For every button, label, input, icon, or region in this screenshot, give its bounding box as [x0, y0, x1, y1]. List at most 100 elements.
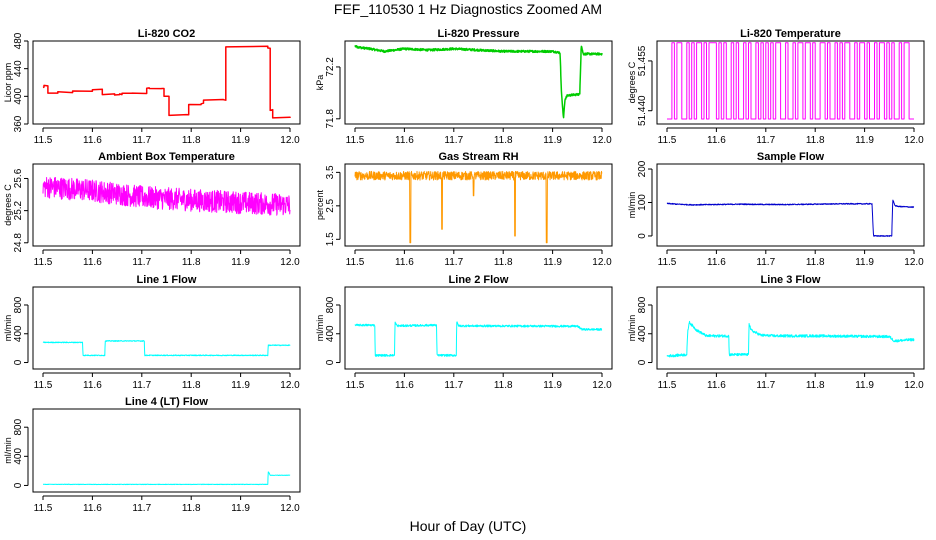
x-tick-label: 11.5: [658, 257, 677, 268]
x-tick-label: 11.8: [182, 135, 201, 146]
y-tick-label: 0: [325, 359, 336, 365]
panel-p6: Sample Flow 11.5 11.6 11.7 11.8 11.9 12.0 0 100 2…: [627, 151, 925, 268]
y-tick-label: 0: [637, 359, 648, 365]
x-tick-label: 11.9: [543, 257, 562, 268]
panel-p8: Line 2 Flow 11.5 11.6 11.7 11.8 11.9 12.0 0 400 8…: [315, 274, 613, 391]
x-tick-label: 11.8: [806, 257, 825, 268]
y-tick-label: 400: [13, 88, 24, 105]
x-tick-label: 11.7: [756, 257, 775, 268]
x-tick-label: 11.8: [182, 257, 201, 268]
y-tick-label: 25.6: [13, 168, 24, 188]
x-tick-label: 11.5: [34, 135, 53, 146]
x-tick-label: 11.8: [494, 257, 513, 268]
x-tick-label: 12.0: [280, 135, 300, 146]
x-tick-label: 11.7: [132, 135, 151, 146]
x-tick-label: 11.5: [34, 380, 53, 391]
x-tick-label: 11.7: [756, 135, 775, 146]
y-axis-label: ml/min: [315, 315, 325, 342]
x-tick-label: 11.5: [34, 503, 53, 514]
panel-grid: Li-820 CO2 11.5 11.6 11.7 11.8 11.9 12.0 360 400…: [3, 28, 925, 514]
y-tick-label: 800: [325, 296, 336, 313]
y-tick-label: 400: [13, 325, 24, 342]
panel-title: Line 3 Flow: [761, 274, 821, 286]
y-tick-label: 72.2: [325, 57, 336, 77]
panel-title: Gas Stream RH: [438, 151, 518, 163]
x-tick-label: 11.9: [543, 135, 562, 146]
plot-frame: [344, 286, 613, 370]
x-tick-label: 11.9: [231, 135, 250, 146]
x-tick-label: 11.9: [855, 380, 874, 391]
plot-frame: [32, 40, 301, 125]
y-axis-label: ml/min: [627, 192, 637, 219]
panel-title: Line 1 Flow: [137, 274, 197, 286]
y-tick-label: 100: [637, 194, 648, 211]
x-tick-label: 11.8: [182, 503, 201, 514]
panel-title: Line 4 (LT) Flow: [125, 396, 208, 408]
figure-title: FEF_110530 1 Hz Diagnostics Zoomed AM: [334, 1, 602, 17]
x-tick-label: 11.5: [346, 257, 365, 268]
y-tick-label: 71.8: [325, 109, 336, 129]
x-tick-label: 11.5: [658, 135, 677, 146]
x-tick-label: 11.8: [806, 135, 825, 146]
x-tick-label: 11.8: [182, 380, 201, 391]
panel-p2: Li-820 Pressure 11.5 11.6 11.7 11.8 11.9 12.0 7…: [315, 28, 613, 146]
y-axis-label: kPa: [315, 75, 325, 91]
panel-title: Line 2 Flow: [449, 274, 509, 286]
x-tick-label: 12.0: [904, 380, 924, 391]
x-tick-label: 11.6: [707, 257, 726, 268]
x-axis-label: Hour of Day (UTC): [410, 518, 527, 534]
panel-title: Li-820 Temperature: [740, 28, 841, 40]
panel-title: Ambient Box Temperature: [98, 151, 235, 163]
x-tick-label: 11.7: [132, 503, 151, 514]
panel-title: Li-820 Pressure: [438, 28, 520, 40]
panel-p3: Li-820 Temperature 11.5 11.6 11.7 11.8 11.9 12…: [627, 28, 925, 146]
y-tick-label: 51.455: [637, 45, 648, 76]
x-tick-label: 11.6: [83, 380, 102, 391]
plot-frame: [32, 408, 301, 493]
y-tick-label: 0: [13, 482, 24, 488]
x-tick-label: 11.6: [395, 135, 414, 146]
x-tick-label: 11.6: [83, 257, 102, 268]
x-tick-label: 11.8: [494, 380, 513, 391]
y-tick-label: 400: [325, 325, 336, 342]
x-tick-label: 11.9: [855, 135, 874, 146]
x-tick-label: 12.0: [280, 503, 300, 514]
data-line-p2: [354, 44, 603, 119]
y-axis-label: degrees C: [3, 184, 13, 226]
x-tick-label: 11.9: [231, 257, 250, 268]
data-line-p8: [354, 321, 603, 357]
y-axis-label: Licor ppm: [3, 63, 13, 103]
x-tick-label: 11.6: [395, 257, 414, 268]
plot-frame: [656, 286, 925, 370]
x-tick-label: 11.7: [444, 257, 463, 268]
y-tick-label: 0: [637, 233, 648, 239]
panel-p4: Ambient Box Temperature 11.5 11.6 11.7 11.8 1…: [3, 151, 301, 268]
plot-frame: [344, 163, 613, 247]
x-tick-label: 11.8: [806, 380, 825, 391]
y-tick-label: 3.5: [325, 165, 336, 179]
x-tick-label: 11.7: [444, 380, 463, 391]
y-tick-label: 800: [13, 296, 24, 313]
y-tick-label: 0: [13, 359, 24, 365]
panel-p10: Line 4 (LT) Flow 11.5 11.6 11.7 11.8 11.9 12.0…: [3, 396, 301, 514]
x-tick-label: 11.5: [34, 257, 53, 268]
x-tick-label: 11.7: [756, 380, 775, 391]
x-tick-label: 11.9: [231, 503, 250, 514]
plot-frame: [32, 286, 301, 370]
x-tick-label: 12.0: [592, 257, 612, 268]
x-tick-label: 11.6: [83, 135, 102, 146]
data-line-p1: [42, 45, 291, 119]
plot-frame: [32, 163, 301, 247]
x-tick-label: 12.0: [904, 135, 924, 146]
data-line-p7: [42, 340, 291, 357]
plot-frame: [656, 163, 925, 247]
y-axis-label: degrees C: [627, 61, 637, 103]
x-tick-label: 11.6: [707, 135, 726, 146]
y-tick-label: 440: [13, 60, 24, 77]
y-axis-label: ml/min: [627, 315, 637, 342]
data-line-p5: [354, 170, 603, 244]
y-tick-label: 2.5: [325, 198, 336, 212]
y-tick-label: 800: [637, 296, 648, 313]
y-tick-label: 480: [13, 32, 24, 49]
